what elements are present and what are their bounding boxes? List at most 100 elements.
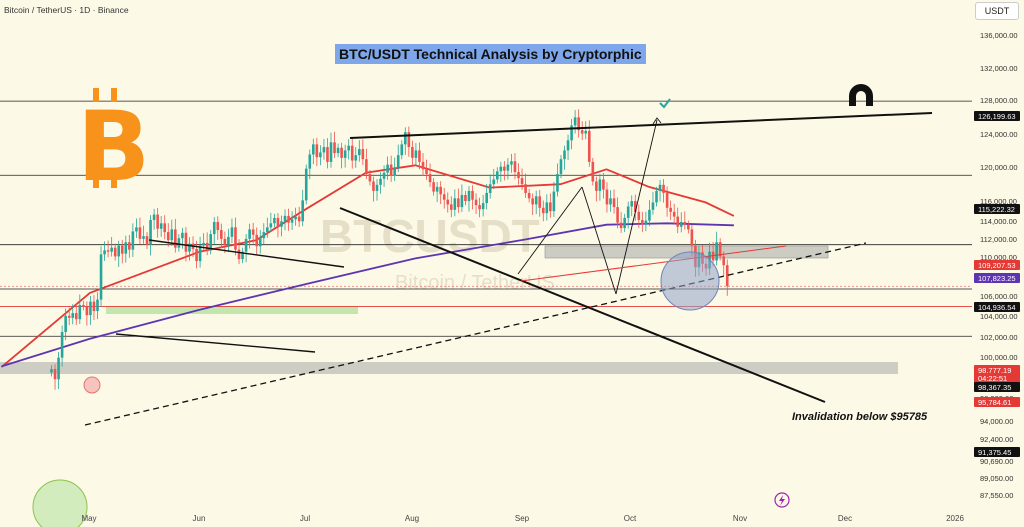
price-tag-label: 98,367.35 — [978, 383, 1011, 392]
candle-body — [679, 221, 683, 227]
candle-body — [67, 315, 71, 318]
candle-body — [110, 247, 113, 252]
candle-body — [106, 250, 110, 252]
price-tags: 126,199.63 115,222.32 109,207.53 107,823.25… — [974, 111, 1020, 457]
candle-body — [152, 214, 156, 220]
y-tick-label: 114,000.00 — [980, 217, 1017, 226]
y-tick-label: 100,000.00 — [980, 353, 1018, 362]
candle-body — [301, 200, 304, 222]
candle-body — [227, 236, 230, 245]
candle-body — [53, 369, 57, 380]
candle-body — [128, 242, 131, 250]
candle-body — [343, 150, 347, 158]
y-tick-label: 90,690.00 — [980, 457, 1013, 466]
candle-body — [117, 245, 121, 257]
highlight-circle-oct — [660, 251, 720, 311]
trendlines — [84, 112, 933, 426]
candle-body — [244, 238, 248, 252]
y-tick-label: 104,000.00 — [980, 312, 1018, 321]
chart-headline: BTC/USDT Technical Analysis by Cryptorph… — [335, 44, 646, 64]
candle-body — [248, 229, 251, 239]
candle-body — [372, 181, 375, 191]
candle-body — [365, 159, 368, 175]
candle-body — [665, 192, 669, 208]
y-tick-label: 110,000.00 — [980, 253, 1017, 262]
price-tag-label: 04:22:51 — [978, 374, 1007, 383]
price-tag — [974, 302, 1020, 312]
candle-body — [82, 305, 85, 307]
support-zone-wide — [0, 362, 898, 374]
candle-body — [421, 161, 425, 170]
candle-body — [669, 207, 672, 212]
candle-body — [340, 147, 343, 158]
candle-body — [290, 219, 294, 223]
candle-body — [499, 166, 503, 172]
candle-body — [329, 142, 333, 162]
candle-body — [188, 243, 191, 252]
candle-body — [120, 245, 124, 254]
candle-body — [488, 184, 492, 193]
candle-body — [672, 211, 676, 217]
candle-body — [683, 221, 687, 225]
candle-body — [297, 216, 301, 222]
currency-selector[interactable]: USDT — [975, 2, 1019, 20]
candle-body — [623, 217, 626, 229]
y-tick-label: 128,000.00 — [980, 96, 1018, 105]
candle-body — [347, 145, 350, 151]
candle-body — [541, 207, 545, 214]
candle-body — [255, 234, 259, 247]
y-tick-label: 120,000.00 — [980, 163, 1018, 172]
candle-body — [326, 147, 329, 162]
y-tick-label: 89,050.00 — [980, 474, 1013, 483]
candle-body — [626, 206, 630, 218]
candle-body — [262, 232, 266, 239]
candle-body — [156, 214, 159, 229]
candle-body — [358, 149, 361, 156]
price-tag-label: 126,199.63 — [978, 112, 1016, 121]
x-tick-label: Aug — [405, 514, 419, 523]
price-tag — [974, 273, 1020, 283]
candle-body — [605, 189, 609, 205]
price-tag-label: 91,375.45 — [978, 448, 1011, 457]
candle-body — [418, 150, 421, 162]
x-tick-label: Dec — [838, 514, 852, 523]
candle-body — [50, 369, 53, 373]
candle-body — [531, 198, 534, 205]
highlight-circle-apr — [32, 479, 88, 527]
highlight-circle-may — [83, 376, 101, 394]
candle-body — [96, 299, 99, 312]
candle-body — [315, 144, 319, 158]
y-tick-label: 116,000.00 — [980, 197, 1017, 206]
candle-body — [138, 227, 142, 239]
candle-body — [181, 232, 184, 239]
candle-body — [517, 172, 520, 179]
lightning-icon[interactable] — [774, 492, 790, 508]
candle-body — [251, 229, 255, 235]
candle-body — [230, 227, 234, 237]
x-tick-label: 2026 — [946, 514, 964, 523]
y-tick-label: 94,000.00 — [980, 417, 1013, 426]
candle-body — [92, 301, 96, 312]
candle-body — [74, 313, 78, 320]
candle-body — [446, 199, 450, 205]
candle-body — [492, 179, 496, 185]
price-tag-label: 109,207.53 — [978, 261, 1016, 270]
y-tick-label: 124,000.00 — [980, 130, 1018, 139]
candle-body — [145, 236, 149, 245]
flag-upper-line — [148, 239, 345, 268]
candle-body — [464, 194, 467, 202]
price-tag — [974, 447, 1020, 457]
candle-body — [449, 204, 453, 210]
y-tick-label: 102,000.00 — [980, 333, 1018, 342]
candle-body — [414, 150, 418, 158]
bitcoin-logo-icon: B — [77, 88, 150, 203]
candle-body — [435, 186, 439, 192]
candle-body — [361, 149, 365, 160]
candle-body — [174, 229, 177, 248]
candle-body — [580, 130, 584, 134]
candle-body — [563, 150, 566, 160]
candle-body — [637, 211, 641, 220]
candle-body — [159, 223, 163, 229]
candle-body — [60, 332, 64, 358]
